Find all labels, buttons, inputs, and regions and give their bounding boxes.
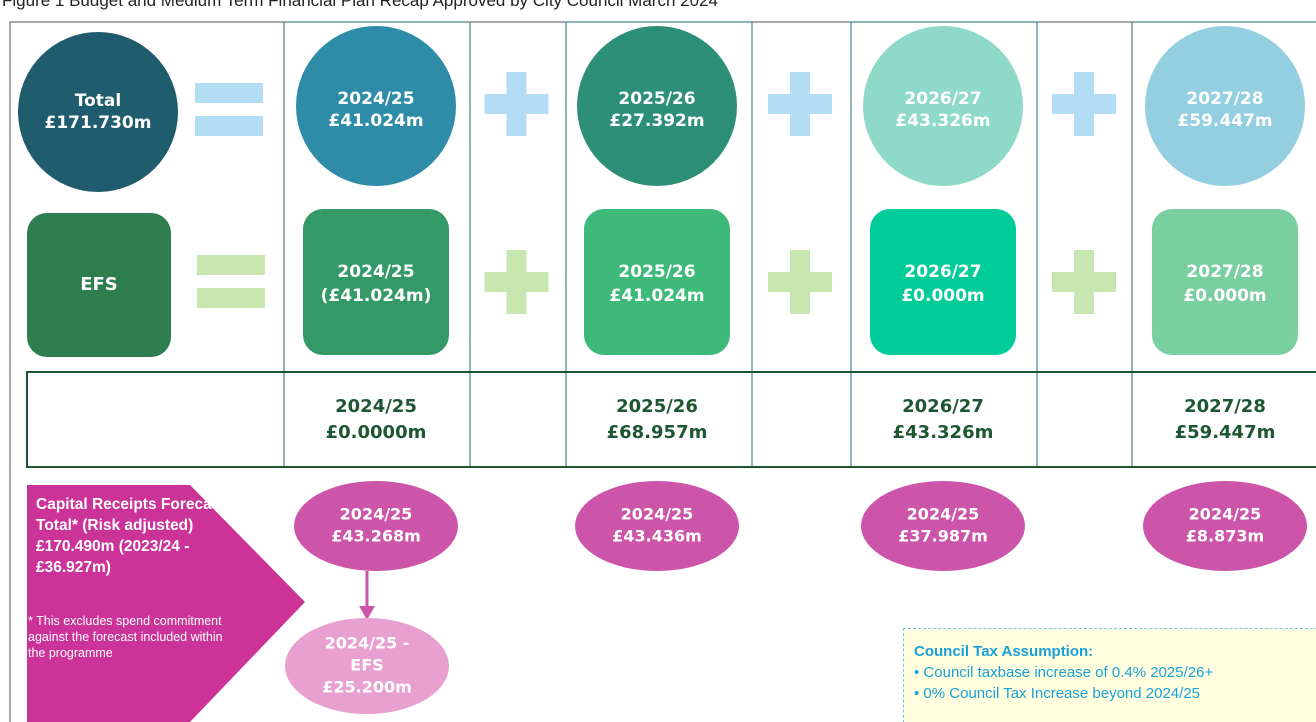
efs-year-box — [584, 209, 730, 355]
year-circle — [296, 26, 456, 186]
equals-bar — [197, 255, 265, 275]
plus-bar — [790, 72, 810, 136]
item-text: 0% Council Tax Increase beyond 2024/25 — [923, 685, 1200, 702]
equals-bar — [195, 83, 263, 103]
label: £171.730m — [45, 113, 152, 133]
receipt-ellipse — [1143, 481, 1307, 571]
receipt-ellipse — [575, 481, 739, 571]
equals-bar — [195, 116, 263, 136]
label: 2026/27 — [904, 89, 981, 109]
total-circle — [18, 32, 178, 192]
efs-year-box — [1152, 209, 1298, 355]
label: £41.024m — [609, 286, 704, 306]
council-tax-title: Council Tax Assumption: — [914, 643, 1094, 660]
label: £68.957m — [607, 422, 708, 443]
label: £0.000m — [1183, 286, 1266, 306]
label: EFS — [350, 656, 383, 675]
caption: Figure 1 Budget and Medium Term Financia… — [2, 0, 718, 10]
label: £43.436m — [612, 527, 702, 546]
plus-bar — [506, 250, 527, 314]
label: 2027/28 — [1186, 262, 1263, 282]
arrow-head — [359, 606, 375, 620]
label: 2024/25 — [337, 89, 414, 109]
receipt-ellipse — [861, 481, 1025, 571]
label: £43.326m — [893, 422, 994, 443]
capital-receipts: Capital Receipts Forecast Total* (Risk a… — [36, 496, 226, 576]
year-circle — [577, 26, 737, 186]
label: £43.268m — [331, 527, 421, 546]
label: EFS — [80, 274, 118, 295]
label: 2024/25 — [907, 505, 980, 524]
label: £41.024m — [328, 111, 423, 131]
label: 2024/25 - — [325, 634, 410, 653]
label: (£41.024m) — [321, 286, 432, 306]
label: £0.000m — [901, 286, 984, 306]
plus-bar — [506, 72, 527, 136]
efs-year-box — [870, 209, 1016, 355]
plus-bar — [1074, 72, 1094, 136]
label: £0.0000m — [326, 422, 427, 443]
label: £59.447m — [1175, 422, 1276, 443]
label: 2027/28 — [1186, 89, 1263, 109]
efs-box — [27, 213, 171, 357]
label: £37.987m — [898, 527, 988, 546]
council-tax-item: • Council taxbase increase of 0.4% 2025/… — [914, 664, 1214, 681]
label: £59.447m — [1177, 111, 1272, 131]
year-circle — [863, 26, 1023, 186]
label: £43.326m — [895, 111, 990, 131]
label: 2026/27 — [904, 262, 981, 282]
label: 2024/25 — [621, 505, 694, 524]
label: 2024/25 — [335, 396, 417, 417]
year-circle — [1145, 26, 1305, 186]
label: 2026/27 — [902, 396, 984, 417]
plus-bar — [1074, 250, 1094, 314]
capital-receipts-note: * This excludes spend commitment against… — [28, 614, 223, 660]
efs-receipt-ellipse — [285, 618, 449, 714]
label: 2025/26 — [618, 89, 695, 109]
label: 2024/25 — [1189, 505, 1262, 524]
label: 2024/25 — [340, 505, 413, 524]
plus-bar — [790, 250, 810, 314]
council-tax-box: Council Tax Assumption: • Council taxbas… — [903, 628, 1316, 722]
receipts-arrow — [27, 485, 305, 722]
label: 2025/26 — [616, 396, 698, 417]
receipt-ellipse — [294, 481, 458, 571]
label: £27.392m — [609, 111, 704, 131]
label: Total — [75, 91, 121, 111]
label: 2027/28 — [1184, 396, 1266, 417]
efs-year-box — [303, 209, 449, 355]
council-tax-item: • 0% Council Tax Increase beyond 2024/25 — [914, 685, 1200, 702]
label: £25.200m — [322, 678, 412, 697]
item-text: Council taxbase increase of 0.4% 2025/26… — [923, 664, 1214, 681]
label: 2025/26 — [618, 262, 695, 282]
net-row — [26, 371, 1316, 468]
label: 2024/25 — [337, 262, 414, 282]
label: £8.873m — [1186, 527, 1264, 546]
equals-bar — [197, 288, 265, 308]
